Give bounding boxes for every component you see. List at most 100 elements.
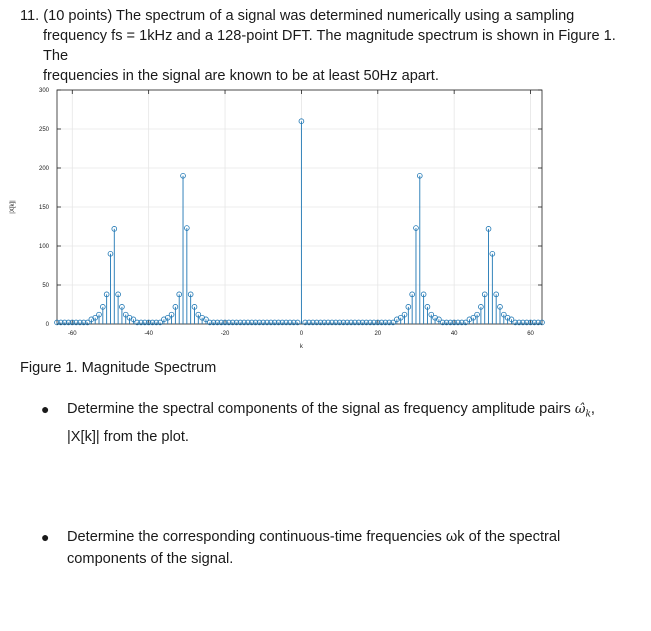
stem-marker: [531, 319, 538, 326]
stem-marker: [130, 316, 137, 323]
stem-marker: [271, 319, 278, 326]
stem-marker: [203, 316, 209, 323]
stem-marker: [252, 319, 259, 326]
stem-marker: [214, 319, 221, 326]
stem-marker: [428, 311, 435, 318]
stem-marker: [340, 319, 347, 326]
stem-marker: [367, 319, 373, 326]
y-tick-label: 0: [46, 322, 50, 328]
stem-marker: [184, 225, 190, 231]
x-tick-label: -20: [221, 331, 230, 337]
bullet-1-text-line-2: |X[k]| from the plot.: [67, 428, 189, 445]
stem-marker: [206, 319, 213, 326]
stem-marker: [394, 316, 400, 323]
stem-marker: [359, 319, 366, 326]
stem-marker: [149, 319, 156, 326]
stem-marker: [226, 319, 232, 326]
stem-marker: [321, 319, 328, 326]
stem-marker: [180, 173, 186, 179]
stem-marker: [489, 251, 496, 257]
stem-marker: [390, 319, 396, 326]
stem-marker: [523, 319, 530, 326]
stem-marker: [195, 311, 202, 318]
stem-marker: [493, 291, 499, 298]
stem-marker: [65, 319, 72, 326]
stem-marker: [233, 319, 240, 326]
omega-hat-symbol: ω̂k: [574, 402, 591, 420]
stem-marker: [539, 319, 545, 326]
stem-marker: [229, 319, 236, 326]
y-tick-label: 200: [39, 166, 50, 172]
question-line-3: frequencies in the signal are known to b…: [43, 68, 439, 84]
stem-marker: [459, 319, 465, 326]
bullet-item-spectral-components: ● Determine the spectral components of t…: [40, 398, 630, 448]
stem-marker: [455, 319, 461, 326]
bullet-1-text: Determine the spectral components of the…: [67, 401, 571, 417]
bullet-2-text: Determine the corresponding continuous-t…: [67, 528, 561, 545]
stem-marker: [317, 319, 324, 326]
x-tick-label: 20: [374, 331, 381, 337]
stem-marker: [96, 311, 102, 318]
stem-marker: [504, 314, 511, 321]
stem-marker: [527, 319, 534, 326]
stem-marker: [485, 226, 492, 232]
stem-marker: [142, 319, 148, 326]
stem-marker: [508, 316, 515, 323]
stem-marker: [176, 291, 183, 298]
question-line-1: 11. (10 points) The spectrum of a signal…: [20, 8, 575, 24]
stem-marker: [119, 304, 125, 310]
stem-marker: [497, 304, 503, 310]
stem-marker: [397, 314, 404, 321]
stem-marker: [432, 314, 438, 321]
magnitude-spectrum-chart: -60 -40 -20 0 20 40 60 0 50 100 150 200 250 300 k |X…: [10, 88, 545, 350]
stem-marker: [92, 314, 98, 321]
question-text: 11. (10 points) The spectrum of a signal…: [20, 6, 640, 86]
stem-marker: [447, 319, 454, 326]
stem-marker: [264, 319, 270, 326]
stem-marker: [260, 319, 267, 326]
y-tick-label: 50: [42, 283, 49, 289]
magnitude-spectrum-figure: -60 -40 -20 0 20 40 60 0 50 100 150 200 250 300 k |X…: [0, 78, 560, 360]
stem-marker: [478, 304, 484, 310]
stem-marker: [336, 319, 343, 326]
stem-marker: [248, 319, 255, 326]
stem-marker: [386, 319, 393, 326]
stem-marker: [275, 319, 282, 326]
stem-marker: [355, 319, 362, 326]
y-tick-labels: 0 50 100 150 200 250 300: [39, 88, 50, 328]
stem-marker: [443, 319, 450, 326]
stem-marker: [378, 319, 385, 326]
stem-marker: [329, 319, 335, 326]
stem-marker: [153, 319, 160, 326]
stem-marker: [363, 319, 370, 326]
stem-marker: [420, 291, 427, 298]
stem-marker: [481, 291, 488, 298]
stem-marker: [287, 319, 293, 326]
stem-marker: [58, 319, 64, 326]
bullet-list: ● Determine the spectral components of t…: [40, 398, 630, 570]
question-line-2: frequency fs = 1kHz and a 128-point DFT.…: [43, 28, 616, 64]
stem-marker: [283, 319, 289, 326]
stem-marker: [520, 319, 526, 326]
stem-marker: [279, 319, 286, 326]
bullet-dot: ●: [41, 401, 50, 417]
stem-marker: [424, 304, 431, 310]
y-tick-label: 100: [39, 244, 50, 250]
stem-marker: [241, 319, 247, 326]
stem-marker: [54, 319, 60, 326]
stem-marker: [122, 311, 129, 318]
stem-marker: [306, 319, 312, 326]
stem-marker: [191, 304, 198, 310]
x-tick-label: 0: [300, 331, 304, 337]
stem-marker: [73, 319, 79, 326]
stem-marker: [84, 319, 91, 326]
stem-marker: [371, 319, 377, 326]
figure-caption: Figure 1. Magnitude Spectrum: [20, 360, 217, 376]
stem-marker: [256, 319, 263, 326]
stem-marker: [161, 316, 167, 323]
stem-marker: [290, 319, 297, 326]
bullet-item-continuous-frequencies: ● Determine the corresponding continuous…: [40, 526, 630, 570]
y-tick-label: 150: [39, 205, 50, 211]
stem-marker: [218, 319, 225, 326]
stem-marker: [462, 319, 469, 326]
